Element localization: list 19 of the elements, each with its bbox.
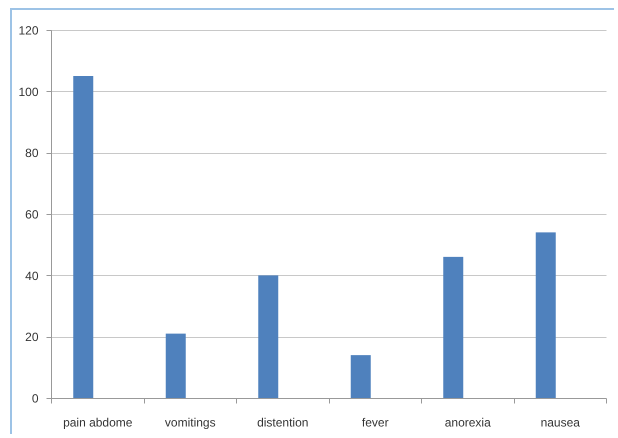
y-tick-label: 100 — [18, 84, 39, 99]
x-tick-label: vomitings — [164, 416, 216, 430]
y-tick-label: 40 — [25, 268, 39, 283]
y-tick-label: 120 — [18, 24, 39, 38]
bar — [350, 355, 371, 398]
bar — [258, 275, 278, 398]
bar — [73, 76, 94, 398]
y-tick-label: 80 — [25, 146, 39, 160]
bar — [536, 232, 556, 398]
x-tick-label: nausea — [540, 416, 580, 430]
x-tick-label: anorexia — [444, 416, 492, 430]
bar — [166, 334, 186, 398]
x-tick-label: fever — [362, 416, 389, 430]
y-tick-label: 60 — [25, 208, 39, 222]
x-tick-label: pain abdome — [63, 416, 133, 430]
y-tick-label: 20 — [25, 330, 39, 344]
x-tick-label: distention — [257, 416, 308, 430]
bar — [443, 256, 464, 398]
y-tick-label: 0 — [32, 392, 39, 406]
